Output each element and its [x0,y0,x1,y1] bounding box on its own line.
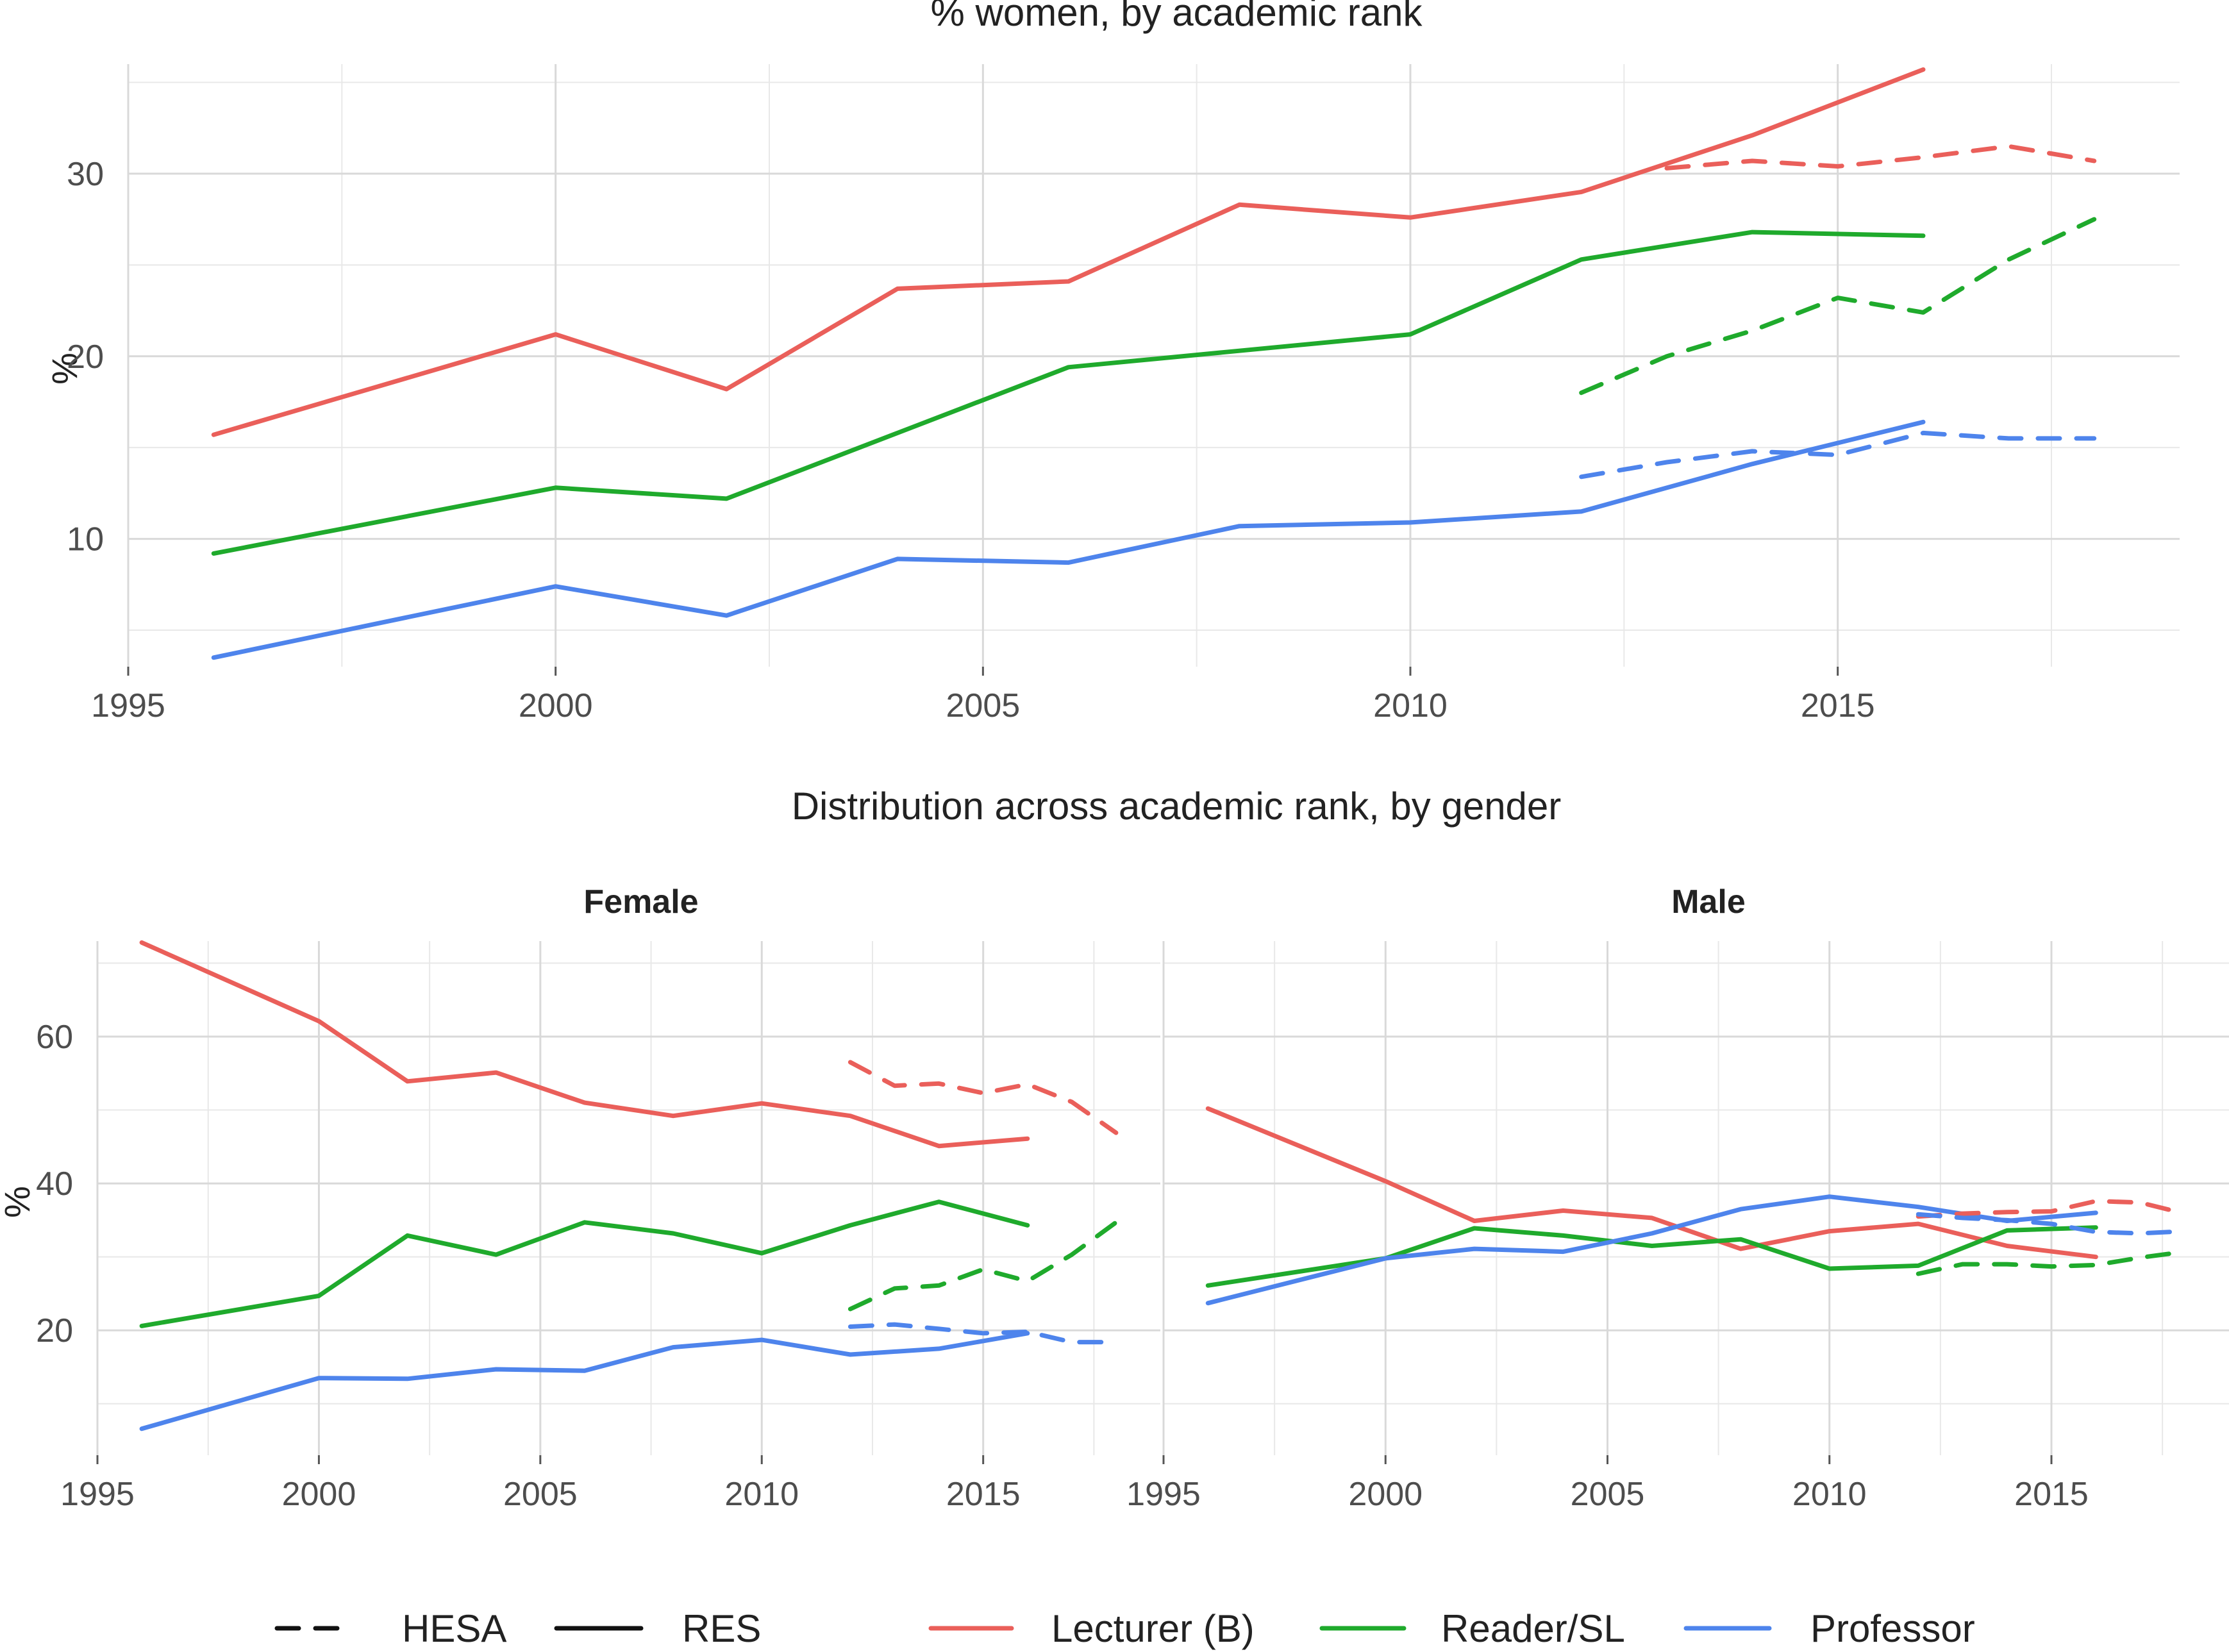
top-series-reader-sl-hesa [1579,217,2097,396]
top-series-professor-res [211,419,1926,660]
facet-label-male: Male [1671,883,1746,921]
male-x-tick-label: 2005 [1571,1476,1645,1513]
legend-label-hesa: HESA [402,1607,506,1650]
female-x-tick-label: 2005 [503,1476,578,1513]
female-series-reader-sl-res [139,1199,1030,1328]
top-series-professor-hesa [1579,430,2097,480]
legend-label-lecturer: Lecturer (B) [1051,1607,1255,1650]
facet-label-female: Female [583,883,698,921]
male-series-reader-sl-res [1205,1225,2098,1288]
male-x-tick-label: 2010 [1792,1476,1867,1513]
top-y-tick-label: 10 [67,521,104,558]
female-x-tick-label: 1995 [60,1476,135,1513]
female-y-tick-label: 40 [36,1165,73,1203]
legend-label-res: RES [682,1607,761,1650]
plot-panel-male: 1995 2000 2005 2010 2015 [1126,941,2229,1513]
chart-title-bottom: Distribution across academic rank, by ge… [792,785,1562,828]
female-x-tick-label: 2010 [724,1476,799,1513]
female-series-lecturer-b-hesa [847,1060,1119,1135]
top-x-tick-label: 2010 [1373,687,1448,724]
male-series-lecturer-b-hesa [1916,1199,2187,1219]
female-series-professor-hesa [847,1322,1119,1345]
female-x-tick-label: 2015 [946,1476,1021,1513]
top-y-tick-label: 30 [67,156,104,193]
top-series-lecturer-b-res [211,67,1926,437]
male-series-lecturer-b-res [1205,1106,2098,1260]
y-axis-label-top: % [44,353,85,385]
y-axis-label-bottom: % [0,1186,37,1218]
legend-label-professor: Professor [1810,1607,1975,1650]
female-x-tick-label: 2000 [282,1476,356,1513]
top-x-tick-label: 2015 [1801,687,1875,724]
chart-title: % women, by academic rank [931,0,1423,34]
top-series-reader-sl-res [211,229,1926,556]
plot-panel-top: 1995 2000 2005 2010 2015 10 20 30 [67,64,2180,724]
female-series-professor-res [139,1331,1030,1431]
female-y-tick-label: 60 [36,1019,73,1056]
top-y-tick-label: 20 [67,338,104,376]
top-series-lecturer-b-hesa [1664,144,2097,171]
male-series-reader-sl-hesa [1916,1249,2187,1276]
male-series-professor-hesa [1916,1212,2187,1236]
top-x-tick-label: 1995 [91,687,165,724]
male-x-tick-label: 1995 [1126,1476,1201,1513]
female-series-reader-sl-hesa [847,1220,1119,1312]
female-series-lecturer-b-res [139,940,1030,1149]
plot-panel-female: 1995 2000 2005 2010 2015 20 40 60 [36,940,1160,1513]
top-x-tick-label: 2000 [519,687,593,724]
female-y-tick-label: 20 [36,1312,73,1349]
male-x-tick-label: 2015 [2014,1476,2089,1513]
legend-label-reader: Reader/SL [1441,1607,1625,1650]
top-x-tick-label: 2005 [946,687,1020,724]
legend: HESA RES Lecturer (B) Reader/SL Professo… [274,1607,1975,1650]
male-x-tick-label: 2000 [1348,1476,1423,1513]
